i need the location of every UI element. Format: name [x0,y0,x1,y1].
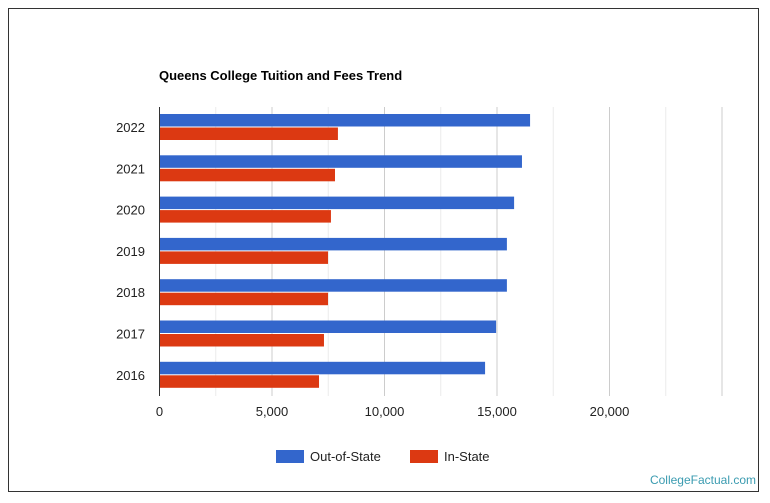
y-tick-label: 2022 [116,120,145,135]
y-tick-label: 2019 [116,244,145,259]
bar-out-of-state-2020 [159,196,515,210]
watermark: CollegeFactual.com [649,473,756,487]
y-tick-label: 2021 [116,161,145,176]
bar-in-state-2018 [159,292,329,306]
bar-out-of-state-2021 [159,155,522,168]
x-tick-label: 5,000 [256,404,289,419]
legend-swatch-out-of-state [276,450,304,463]
bar-out-of-state-2022 [159,114,531,127]
y-tick-label: 2018 [116,285,145,300]
bar-out-of-state-2017 [159,320,497,333]
x-tick-label: 10,000 [365,404,405,419]
bar-in-state-2022 [159,127,338,140]
bar-in-state-2019 [159,251,329,264]
legend-item-in-state[interactable]: In-State [410,449,490,464]
bar-in-state-2016 [159,375,320,388]
legend-label: Out-of-State [310,449,381,464]
bar-in-state-2020 [159,210,331,223]
legend-label: In-State [444,449,490,464]
chart-title: Queens College Tuition and Fees Trend [159,68,403,83]
bar-out-of-state-2016 [159,361,486,375]
bar-in-state-2021 [159,168,335,182]
legend-item-out-of-state[interactable]: Out-of-State [276,449,381,464]
x-tick-label: 15,000 [477,404,517,419]
y-tick-label: 2017 [116,327,145,342]
x-tick-label: 20,000 [590,404,630,419]
bar-out-of-state-2018 [159,279,507,292]
bar-in-state-2017 [159,334,324,347]
legend-swatch-in-state [410,450,438,463]
y-tick-label: 2016 [116,368,145,383]
y-tick-label: 2020 [116,203,145,218]
bar-out-of-state-2019 [159,237,507,251]
x-tick-label: 0 [156,404,163,419]
